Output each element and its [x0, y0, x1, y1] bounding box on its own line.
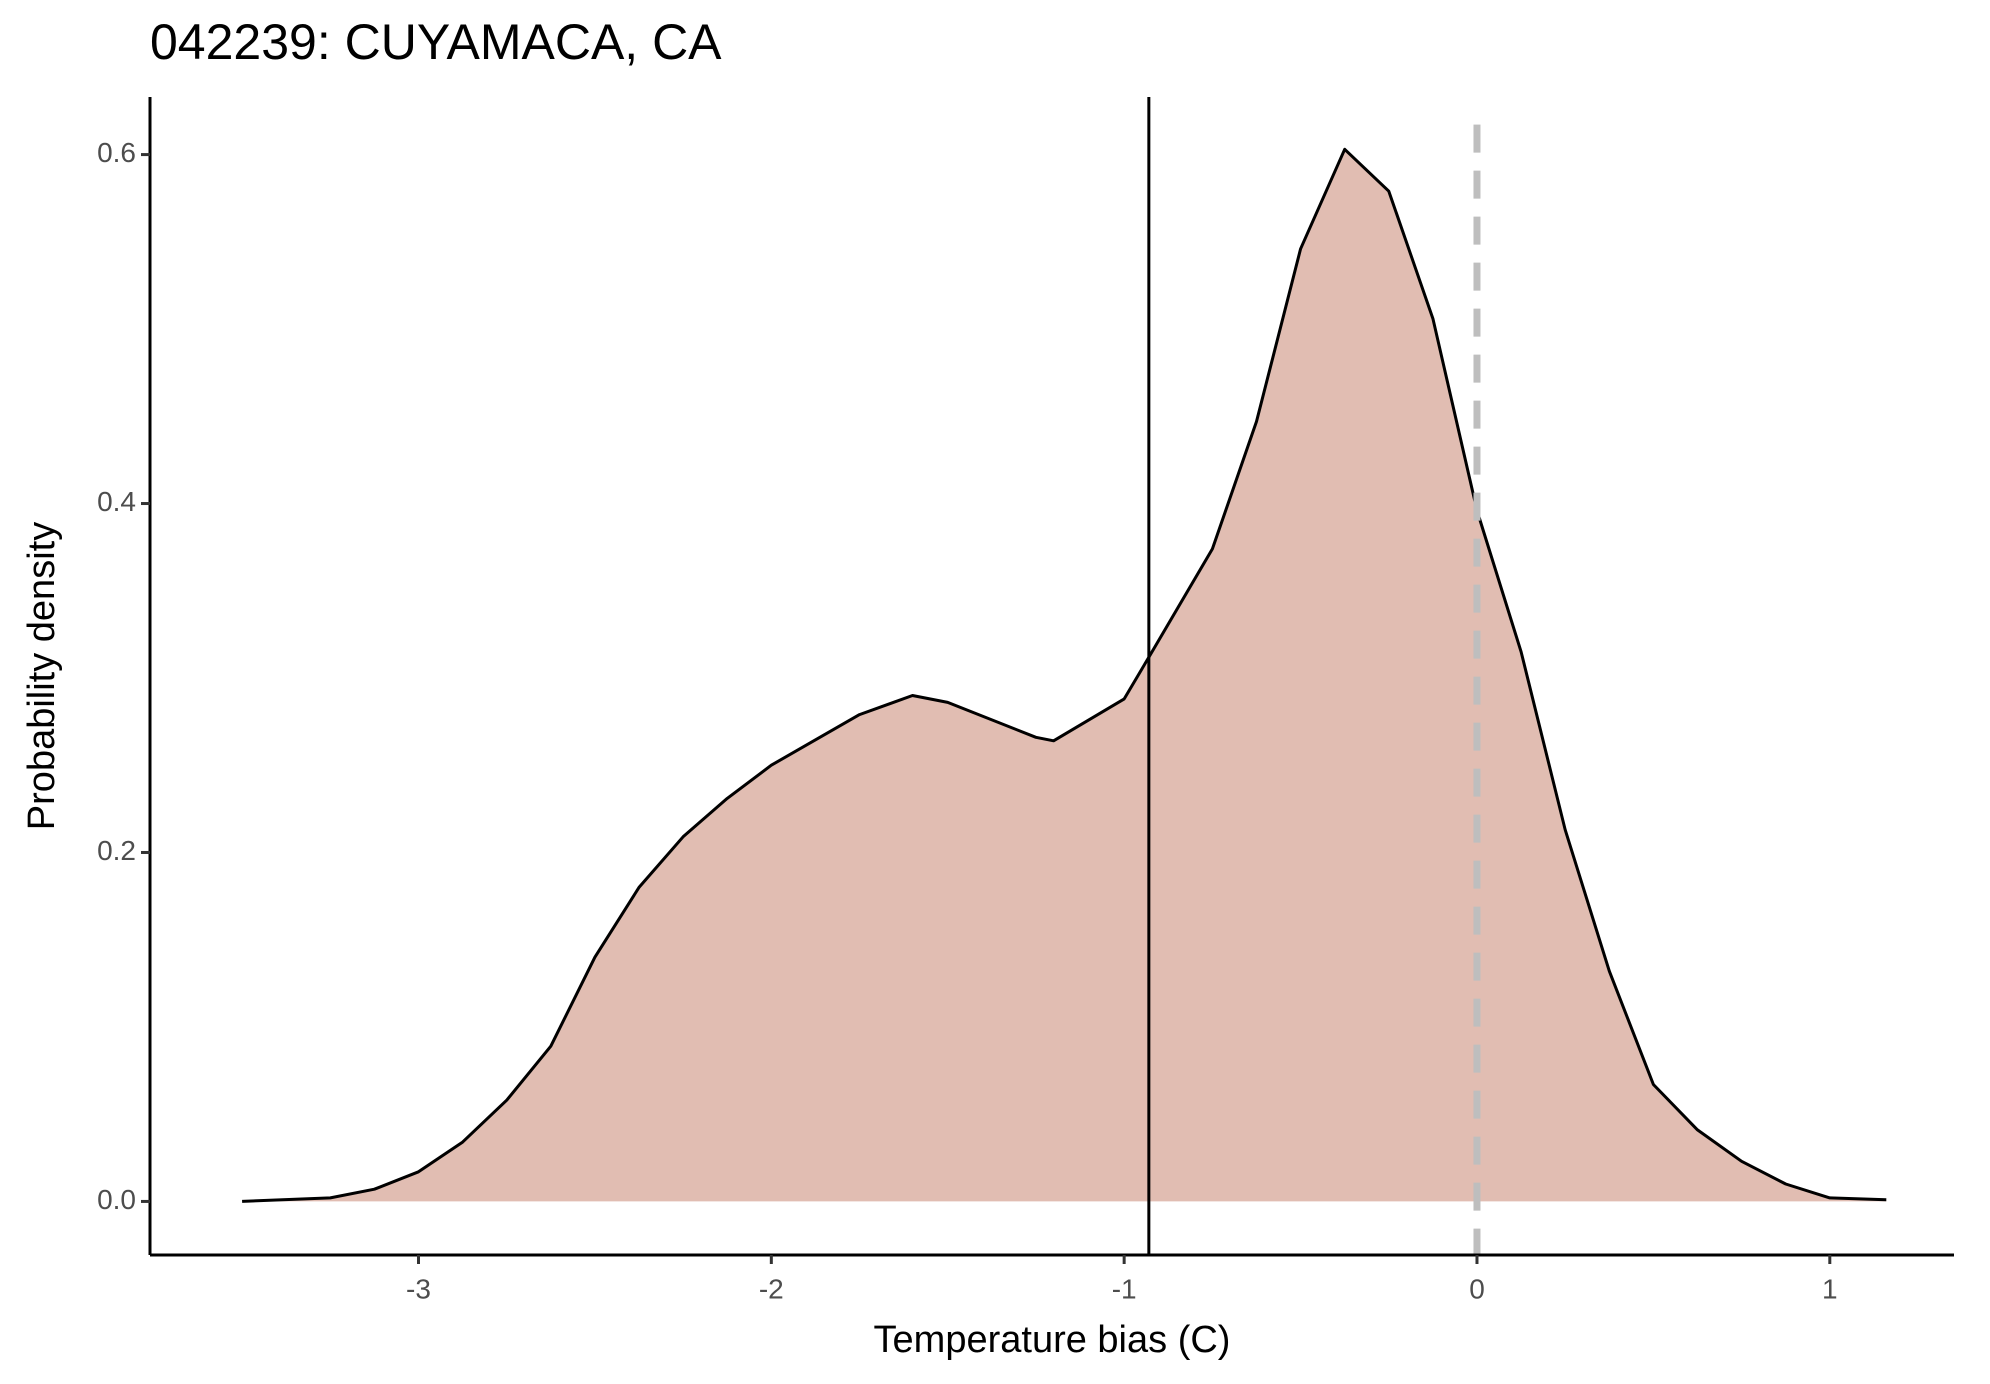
x-tick-label: 0 — [1469, 1273, 1485, 1304]
chart-title: 042239: CUYAMACA, CA — [150, 14, 722, 70]
y-axis-title: Probability density — [21, 522, 63, 830]
y-tick-label: 0.0 — [97, 1184, 136, 1215]
x-tick-label: -2 — [759, 1273, 784, 1304]
x-axis-title: Temperature bias (C) — [874, 1319, 1231, 1361]
y-tick-label: 0.4 — [97, 486, 136, 517]
y-tick-label: 0.2 — [97, 835, 136, 866]
density-line — [242, 147, 1887, 1203]
y-tick-label: 0.6 — [97, 137, 136, 168]
density-area — [242, 149, 1887, 1202]
x-tick-label: 1 — [1822, 1273, 1838, 1304]
x-tick-label: -1 — [1112, 1273, 1137, 1304]
x-tick-label: -3 — [406, 1273, 431, 1304]
